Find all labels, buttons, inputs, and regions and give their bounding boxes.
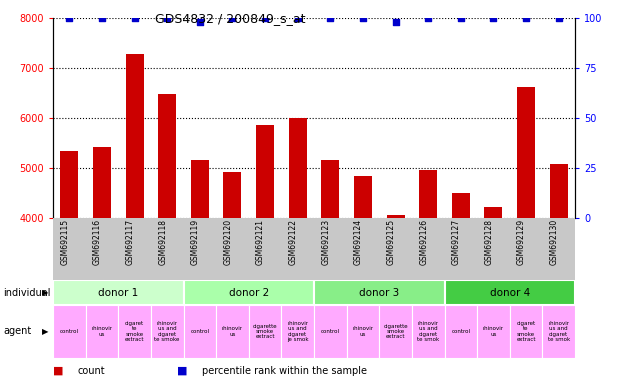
Text: rhinovir
us: rhinovir us: [353, 326, 373, 337]
Point: [162, 15, 172, 21]
Bar: [183, 305, 216, 358]
Text: GSM692123: GSM692123: [321, 219, 330, 265]
Text: ■: ■: [53, 366, 63, 376]
Text: GSM692119: GSM692119: [191, 219, 200, 265]
Bar: [542, 305, 575, 358]
Text: GSM692125: GSM692125: [386, 219, 396, 265]
Bar: [445, 305, 477, 358]
Bar: [379, 305, 412, 358]
Text: rhinovir
us: rhinovir us: [91, 326, 112, 337]
Point: [456, 15, 466, 21]
Text: control: control: [451, 329, 470, 334]
Text: donor 3: donor 3: [359, 288, 399, 298]
Text: rhinovir
us and
cigaret
te smok: rhinovir us and cigaret te smok: [417, 321, 439, 342]
Bar: [151, 305, 183, 358]
Text: cigaret
te
smoke
extract: cigaret te smoke extract: [516, 321, 536, 342]
Bar: [86, 305, 118, 358]
Bar: [477, 305, 510, 358]
Point: [554, 15, 564, 21]
Point: [65, 15, 75, 21]
Point: [521, 15, 531, 21]
Text: GSM692129: GSM692129: [517, 219, 526, 265]
Bar: [321, 160, 339, 384]
Text: GSM692116: GSM692116: [93, 219, 102, 265]
Point: [489, 15, 499, 21]
Bar: [445, 280, 575, 305]
Text: GSM692127: GSM692127: [452, 219, 461, 265]
Bar: [281, 305, 314, 358]
Text: GSM692128: GSM692128: [484, 219, 494, 265]
Point: [260, 15, 270, 21]
Bar: [314, 305, 347, 358]
Text: GSM692126: GSM692126: [419, 219, 428, 265]
Bar: [125, 54, 143, 384]
Bar: [256, 124, 274, 384]
Text: GDS4832 / 200849_s_at: GDS4832 / 200849_s_at: [155, 12, 305, 25]
Bar: [517, 86, 535, 384]
Bar: [314, 280, 445, 305]
Text: GSM692115: GSM692115: [60, 219, 70, 265]
Text: donor 2: donor 2: [229, 288, 269, 298]
Bar: [53, 280, 183, 305]
Bar: [53, 305, 86, 358]
Text: agent: agent: [3, 326, 31, 336]
Bar: [118, 305, 151, 358]
Text: percentile rank within the sample: percentile rank within the sample: [202, 366, 367, 376]
Point: [97, 15, 107, 21]
Text: ▶: ▶: [42, 327, 48, 336]
Text: individual: individual: [3, 288, 50, 298]
Bar: [224, 172, 242, 384]
Bar: [452, 192, 469, 384]
Point: [424, 15, 433, 21]
Text: GSM692122: GSM692122: [289, 219, 297, 265]
Point: [391, 19, 401, 25]
Text: rhinovir
us: rhinovir us: [483, 326, 504, 337]
Bar: [158, 94, 176, 384]
Bar: [216, 305, 249, 358]
Text: GSM692120: GSM692120: [224, 219, 232, 265]
Point: [195, 19, 205, 25]
Text: cigarette
smoke
extract: cigarette smoke extract: [383, 324, 408, 339]
Bar: [249, 305, 281, 358]
Point: [325, 15, 335, 21]
Bar: [387, 215, 404, 384]
Bar: [289, 118, 307, 384]
Point: [227, 15, 237, 21]
Text: GSM692117: GSM692117: [125, 219, 135, 265]
Bar: [510, 305, 542, 358]
Point: [130, 15, 140, 21]
Bar: [191, 160, 209, 384]
Text: count: count: [78, 366, 106, 376]
Bar: [60, 151, 78, 384]
Point: [292, 15, 302, 21]
Text: rhinovir
us: rhinovir us: [222, 326, 243, 337]
Text: donor 1: donor 1: [98, 288, 138, 298]
Text: GSM692118: GSM692118: [158, 219, 167, 265]
Bar: [347, 305, 379, 358]
Text: rhinovir
us and
cigaret
je smok: rhinovir us and cigaret je smok: [287, 321, 309, 342]
Bar: [183, 280, 314, 305]
Bar: [354, 176, 372, 384]
Text: ■: ■: [177, 366, 188, 376]
Text: cigarette
smoke
extract: cigarette smoke extract: [253, 324, 278, 339]
Text: control: control: [60, 329, 79, 334]
Text: cigaret
te
smoke
extract: cigaret te smoke extract: [125, 321, 144, 342]
Text: donor 4: donor 4: [489, 288, 530, 298]
Text: control: control: [321, 329, 340, 334]
Text: rhinovir
us and
cigaret
te smoke: rhinovir us and cigaret te smoke: [155, 321, 180, 342]
Text: control: control: [190, 329, 209, 334]
Text: ▶: ▶: [42, 288, 48, 297]
Bar: [484, 207, 502, 384]
Bar: [412, 305, 445, 358]
Text: rhinovir
us and
cigaret
te smok: rhinovir us and cigaret te smok: [548, 321, 570, 342]
Bar: [550, 164, 568, 384]
Text: GSM692124: GSM692124: [354, 219, 363, 265]
Bar: [93, 147, 111, 384]
Text: GSM692121: GSM692121: [256, 219, 265, 265]
Bar: [419, 170, 437, 384]
Point: [358, 15, 368, 21]
Text: GSM692130: GSM692130: [550, 219, 559, 265]
